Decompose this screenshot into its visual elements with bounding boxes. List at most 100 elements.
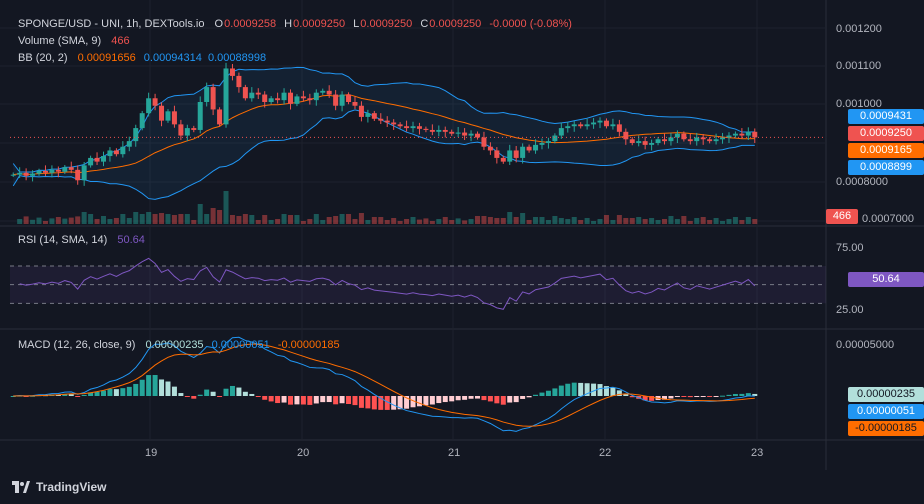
candle-body <box>152 98 158 106</box>
candle-body <box>558 128 564 136</box>
macd-hist-bar <box>94 391 100 396</box>
volume-bar <box>597 219 603 224</box>
bb-lower-line <box>12 109 755 200</box>
candle-body <box>623 131 629 140</box>
low-value: 0.0009250 <box>360 18 413 30</box>
candle-body <box>636 141 642 143</box>
volume-bar <box>101 216 106 224</box>
volume-bar <box>507 212 513 224</box>
volume-bar <box>88 214 94 224</box>
macd-hist-bar <box>113 389 119 396</box>
candle-body <box>249 92 255 99</box>
volume-bar <box>133 212 139 224</box>
macd-hist-bar <box>507 396 513 403</box>
candle-body <box>468 133 474 136</box>
rsi-tag: 50.64 <box>848 272 924 287</box>
volume-bar <box>326 217 332 224</box>
candle-body <box>526 146 532 151</box>
macd-hist-bar <box>545 390 551 396</box>
volume-bar <box>416 219 422 224</box>
volume-bar <box>262 215 268 224</box>
macd-hist-bar <box>23 396 29 397</box>
macd-hist-bar <box>520 396 526 399</box>
macd-hist-bar <box>146 375 152 396</box>
macd-hist-bar <box>449 396 455 402</box>
candle-body <box>649 143 655 145</box>
volume-bar <box>55 217 61 224</box>
volume-bar <box>42 221 48 224</box>
close-value: 0.0009250 <box>429 18 482 30</box>
macd-hist-bar <box>268 396 274 402</box>
macd-hist-bar <box>210 391 216 396</box>
macd-hist-bar <box>423 396 429 406</box>
volume-bar <box>668 216 674 224</box>
macd-hist-bar <box>107 388 113 396</box>
candle-body <box>242 87 248 99</box>
macd-hist-bar <box>616 390 622 396</box>
candle-body <box>229 68 235 76</box>
candle-body <box>455 132 461 134</box>
bb-legend[interactable]: BB (20, 2) 0.00091656 0.00094314 0.00088… <box>18 52 267 64</box>
volume-bar <box>591 221 597 224</box>
macd-hist-bar <box>739 393 745 396</box>
candle-body <box>184 128 190 136</box>
volume-bar <box>333 216 339 224</box>
candle-body <box>423 128 429 130</box>
macd-hist-bar <box>687 396 693 398</box>
volume-bar <box>30 219 36 224</box>
macd-hist-bar <box>126 386 132 396</box>
volume-bar <box>223 191 229 224</box>
macd-hist-bar <box>339 396 345 404</box>
candle-body <box>681 133 687 140</box>
macd-legend[interactable]: MACD (12, 26, close, 9) 0.00000235 0.000… <box>18 339 341 351</box>
candle-body <box>487 146 493 151</box>
volume-bar <box>520 213 526 224</box>
volume-tag: 466 <box>826 209 858 224</box>
candle-body <box>616 124 622 132</box>
volume-bar <box>358 213 364 224</box>
volume-bar <box>249 215 255 224</box>
candle-body <box>752 131 758 138</box>
candle-body <box>126 141 132 147</box>
volume-bar <box>694 218 700 224</box>
volume-bar <box>62 218 68 224</box>
macd-hist-bar <box>752 393 758 396</box>
volume-bar <box>307 219 313 224</box>
macd-hist-bar <box>184 396 190 397</box>
macd-hist-bar <box>565 383 571 396</box>
macd-hist-bar <box>487 396 493 402</box>
volume-bar <box>636 217 642 224</box>
macd-hist-bar <box>707 396 713 397</box>
candle-body <box>745 131 751 136</box>
macd-hist-bar <box>101 390 106 396</box>
volume-bar <box>68 217 74 224</box>
macd-hist-bar <box>720 395 726 397</box>
macd-hist-tag: 0.00000235 <box>848 387 924 402</box>
tradingview-logo[interactable]: TradingView <box>12 480 106 494</box>
macd-signal-line <box>13 343 755 427</box>
volume-bar <box>436 219 442 224</box>
volume-bar <box>339 214 345 224</box>
volume-bar <box>94 219 100 224</box>
candle-body <box>113 150 119 155</box>
volume-bar <box>378 217 384 224</box>
candle-body <box>494 150 500 158</box>
macd-hist-bar <box>384 396 390 410</box>
candle-body <box>294 96 300 104</box>
macd-hist-bar <box>133 383 139 396</box>
bb-basis-tag: 0.0009165 <box>848 143 924 158</box>
candle-body <box>610 124 616 127</box>
candle-body <box>197 102 203 130</box>
macd-hist-bar <box>223 388 229 396</box>
volume-bar <box>391 218 397 224</box>
macd-hist-bar <box>694 396 700 397</box>
candle-body <box>178 124 184 136</box>
rsi-legend[interactable]: RSI (14, SMA, 14) 50.64 <box>18 234 146 246</box>
candle-body <box>30 173 36 176</box>
macd-hist-bar <box>513 396 519 403</box>
volume-bar <box>300 221 306 224</box>
candle-body <box>326 90 332 95</box>
volume-legend[interactable]: Volume (SMA, 9) 466 <box>18 35 131 47</box>
volume-bar <box>455 218 461 224</box>
